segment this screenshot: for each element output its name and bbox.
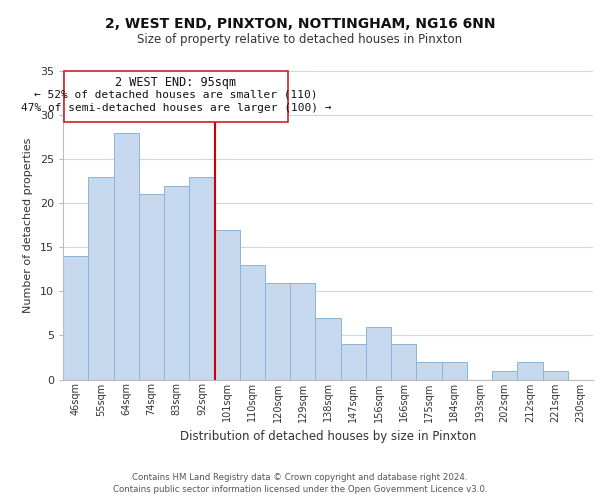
Bar [517, 362, 542, 380]
Text: Contains HM Land Registry data © Crown copyright and database right 2024.: Contains HM Land Registry data © Crown c… [132, 472, 468, 482]
Bar [265, 282, 290, 380]
Bar [341, 344, 366, 380]
Text: 47% of semi-detached houses are larger (100) →: 47% of semi-detached houses are larger (… [21, 102, 331, 113]
Bar [416, 362, 442, 380]
Bar [366, 326, 391, 380]
Y-axis label: Number of detached properties: Number of detached properties [23, 138, 33, 313]
X-axis label: Distribution of detached houses by size in Pinxton: Distribution of detached houses by size … [180, 430, 476, 443]
Bar [113, 132, 139, 380]
Bar [492, 371, 517, 380]
Text: Contains public sector information licensed under the Open Government Licence v3: Contains public sector information licen… [113, 485, 487, 494]
Bar [164, 186, 189, 380]
Bar [240, 265, 265, 380]
Bar [88, 177, 113, 380]
Bar [215, 230, 240, 380]
Bar [189, 177, 215, 380]
Bar [316, 318, 341, 380]
Text: Size of property relative to detached houses in Pinxton: Size of property relative to detached ho… [137, 32, 463, 46]
Bar [542, 371, 568, 380]
Text: 2, WEST END, PINXTON, NOTTINGHAM, NG16 6NN: 2, WEST END, PINXTON, NOTTINGHAM, NG16 6… [105, 18, 495, 32]
Text: ← 52% of detached houses are smaller (110): ← 52% of detached houses are smaller (11… [34, 90, 318, 100]
Bar [290, 282, 316, 380]
Bar [391, 344, 416, 380]
Bar [139, 194, 164, 380]
FancyBboxPatch shape [64, 71, 288, 122]
Text: 2 WEST END: 95sqm: 2 WEST END: 95sqm [115, 76, 236, 89]
Bar [63, 256, 88, 380]
Bar [442, 362, 467, 380]
